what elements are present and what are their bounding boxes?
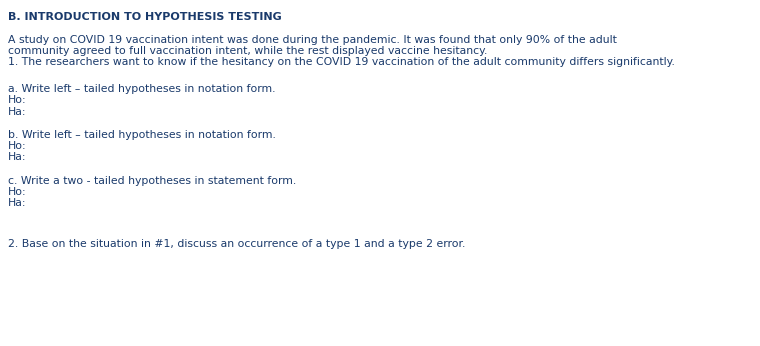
Text: Ho:: Ho: [8,95,27,106]
Text: 2. Base on the situation in #1, discuss an occurrence of a type 1 and a type 2 e: 2. Base on the situation in #1, discuss … [8,239,465,249]
Text: Ha:: Ha: [8,107,26,117]
Text: a. Write left – tailed hypotheses in notation form.: a. Write left – tailed hypotheses in not… [8,84,275,94]
Text: c. Write a two - tailed hypotheses in statement form.: c. Write a two - tailed hypotheses in st… [8,176,296,186]
Text: B. INTRODUCTION TO HYPOTHESIS TESTING: B. INTRODUCTION TO HYPOTHESIS TESTING [8,12,281,22]
Text: A study on COVID 19 vaccination intent was done during the pandemic. It was foun: A study on COVID 19 vaccination intent w… [8,35,616,45]
Text: Ha:: Ha: [8,152,26,162]
Text: Ho:: Ho: [8,141,27,151]
Text: b. Write left – tailed hypotheses in notation form.: b. Write left – tailed hypotheses in not… [8,130,275,140]
Text: 1. The researchers want to know if the hesitancy on the COVID 19 vaccination of : 1. The researchers want to know if the h… [8,57,674,67]
Text: Ha:: Ha: [8,198,26,208]
Text: Ho:: Ho: [8,187,27,197]
Text: community agreed to full vaccination intent, while the rest displayed vaccine he: community agreed to full vaccination int… [8,46,487,56]
